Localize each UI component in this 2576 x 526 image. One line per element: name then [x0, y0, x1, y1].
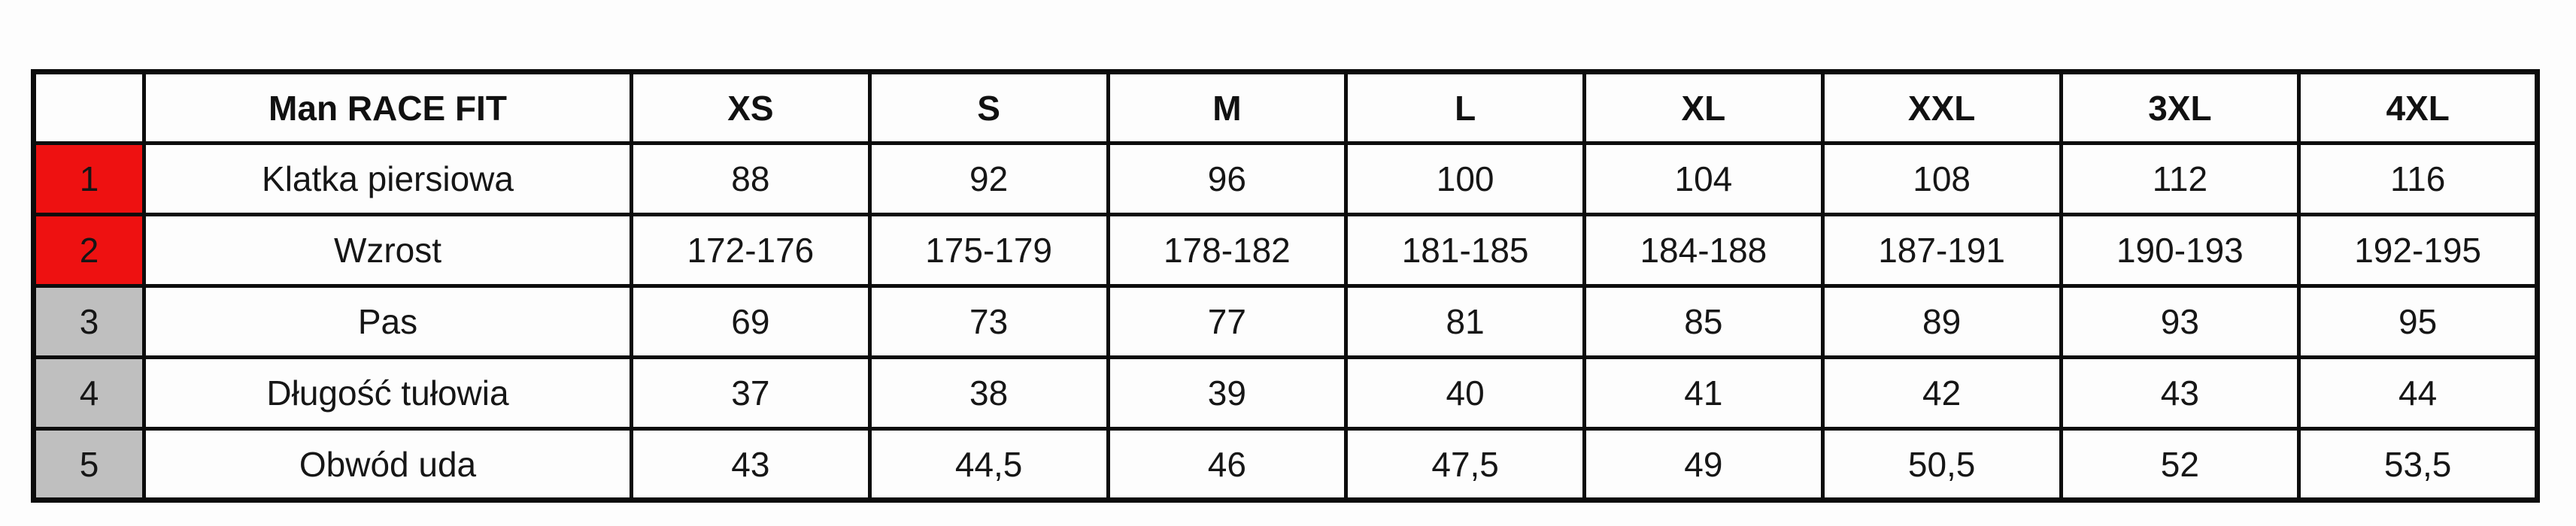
cell-value: 73 [867, 284, 1110, 359]
row-number-cell: 5 [32, 427, 146, 502]
cell-value: 100 [1344, 141, 1586, 216]
table-row-thigh: 5 Obwód uda 43 44,5 46 47,5 49 50,5 52 5… [32, 427, 2539, 502]
cell-value: 40 [1344, 355, 1586, 431]
header-row: Man RACE FIT XS S M L XL XXL 3XL 4XL [32, 70, 2539, 145]
cell-value: 44 [2297, 355, 2539, 431]
cell-value: 42 [1820, 355, 2063, 431]
cell-value: 77 [1106, 284, 1349, 359]
cell-value: 89 [1820, 284, 2063, 359]
cell-value: 116 [2297, 141, 2539, 216]
cell-value: 85 [1582, 284, 1825, 359]
row-number-cell: 3 [32, 284, 146, 359]
size-header-xxl: XXL [1820, 70, 2063, 145]
table-row-chest: 1 Klatka piersiowa 88 92 96 100 104 108 … [32, 141, 2539, 216]
cell-value: 50,5 [1820, 427, 2063, 502]
table-row-waist: 3 Pas 69 73 77 81 85 89 93 95 [32, 284, 2539, 359]
cell-value: 41 [1582, 355, 1825, 431]
cell-value: 190-193 [2059, 213, 2301, 288]
cell-value: 88 [630, 141, 872, 216]
cell-value: 49 [1582, 427, 1825, 502]
cell-value: 181-185 [1344, 213, 1586, 288]
size-chart-table: Man RACE FIT XS S M L XL XXL 3XL 4XL 1 K… [31, 69, 2540, 503]
row-label: Pas [142, 284, 633, 359]
size-header-xs: XS [630, 70, 872, 145]
cell-value: 53,5 [2297, 427, 2539, 502]
cell-value: 112 [2059, 141, 2301, 216]
cell-value: 43 [630, 427, 872, 502]
cell-value: 93 [2059, 284, 2301, 359]
cell-value: 95 [2297, 284, 2539, 359]
size-header-3xl: 3XL [2059, 70, 2301, 145]
cell-value: 104 [1582, 141, 1825, 216]
row-label: Wzrost [142, 213, 633, 288]
size-header-l: L [1344, 70, 1586, 145]
row-number-cell: 2 [32, 213, 146, 288]
size-header-m: M [1106, 70, 1349, 145]
corner-cell [32, 70, 146, 145]
table-title: Man RACE FIT [142, 70, 633, 145]
cell-value: 178-182 [1106, 213, 1349, 288]
cell-value: 39 [1106, 355, 1349, 431]
row-number-cell: 1 [32, 141, 146, 216]
cell-value: 172-176 [630, 213, 872, 288]
cell-value: 184-188 [1582, 213, 1825, 288]
row-number-cell: 4 [32, 355, 146, 431]
cell-value: 44,5 [867, 427, 1110, 502]
cell-value: 46 [1106, 427, 1349, 502]
cell-value: 192-195 [2297, 213, 2539, 288]
cell-value: 69 [630, 284, 872, 359]
cell-value: 92 [867, 141, 1110, 216]
cell-value: 43 [2059, 355, 2301, 431]
size-header-xl: XL [1582, 70, 1825, 145]
cell-value: 37 [630, 355, 872, 431]
cell-value: 96 [1106, 141, 1349, 216]
cell-value: 81 [1344, 284, 1586, 359]
table-row-torso-length: 4 Długość tułowia 37 38 39 40 41 42 43 4… [32, 355, 2539, 431]
cell-value: 175-179 [867, 213, 1110, 288]
cell-value: 187-191 [1820, 213, 2063, 288]
row-label: Długość tułowia [142, 355, 633, 431]
cell-value: 108 [1820, 141, 2063, 216]
cell-value: 38 [867, 355, 1110, 431]
table-row-height: 2 Wzrost 172-176 175-179 178-182 181-185… [32, 213, 2539, 288]
size-header-4xl: 4XL [2297, 70, 2539, 145]
row-label: Obwód uda [142, 427, 633, 502]
cell-value: 47,5 [1344, 427, 1586, 502]
cell-value: 52 [2059, 427, 2301, 502]
size-header-s: S [867, 70, 1110, 145]
row-label: Klatka piersiowa [142, 141, 633, 216]
